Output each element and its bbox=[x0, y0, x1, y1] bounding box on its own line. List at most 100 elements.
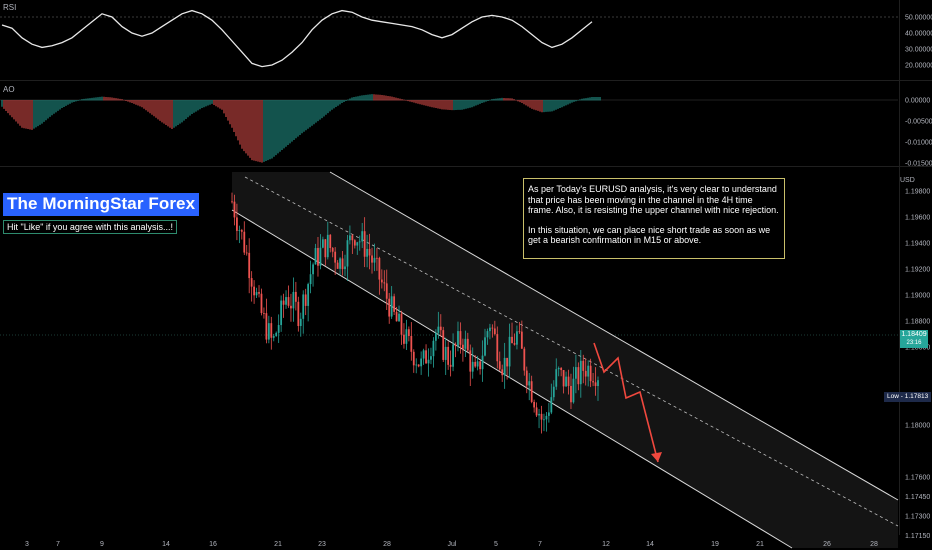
candle-body bbox=[371, 255, 373, 263]
time-tick-label: 5 bbox=[494, 541, 498, 548]
candle-body bbox=[405, 329, 408, 344]
projection-arrowhead bbox=[651, 452, 662, 462]
candle-body bbox=[545, 415, 548, 420]
candle-body bbox=[425, 350, 427, 364]
candle-body bbox=[366, 248, 369, 257]
candle-body bbox=[302, 294, 305, 319]
candle-body bbox=[277, 325, 280, 333]
candle-body bbox=[363, 231, 366, 257]
candle-body bbox=[597, 380, 599, 387]
analysis-note: As per Today's EURUSD analysis, it's ver… bbox=[523, 178, 785, 259]
rsi-tick-label: 30.00000 bbox=[905, 47, 932, 54]
candle-body bbox=[582, 360, 585, 371]
candle-body bbox=[282, 300, 285, 305]
candle-body bbox=[491, 327, 494, 329]
candle-body bbox=[447, 346, 450, 365]
candle-body bbox=[555, 369, 558, 387]
rsi-axis: 50.00000 40.00000 30.00000 20.00000 bbox=[905, 15, 932, 70]
candle-body bbox=[420, 358, 423, 367]
candle-body bbox=[238, 230, 241, 231]
candle-body bbox=[513, 343, 516, 345]
candle-body bbox=[272, 336, 275, 338]
candle-body bbox=[275, 332, 278, 337]
candle-body bbox=[516, 331, 518, 345]
candle-body bbox=[385, 283, 388, 299]
candle-body bbox=[565, 376, 567, 387]
candle-body bbox=[287, 297, 290, 306]
time-tick-label: 19 bbox=[711, 541, 719, 548]
candle-body bbox=[339, 258, 341, 269]
candle-body bbox=[589, 365, 592, 382]
current-price-tag[interactable]: 1.18409 23:16 bbox=[900, 330, 928, 348]
ao-tick-label: 0.00000 bbox=[905, 98, 930, 105]
candle-body bbox=[373, 257, 376, 263]
candle-body bbox=[444, 346, 447, 360]
currency-label: USD bbox=[900, 177, 915, 184]
candle-body bbox=[525, 370, 528, 386]
ao-tick-label: -0.01000 bbox=[905, 140, 932, 147]
candle-body bbox=[540, 413, 543, 420]
candle-body bbox=[243, 231, 246, 253]
candle-body bbox=[592, 381, 594, 383]
price-tick-label: 1.18800 bbox=[905, 319, 930, 326]
candle-body bbox=[280, 300, 283, 326]
price-tick-label: 1.19800 bbox=[905, 189, 930, 196]
candle-body bbox=[535, 407, 538, 416]
candle-body bbox=[250, 278, 253, 287]
candle-body bbox=[560, 368, 563, 371]
candle-body bbox=[479, 361, 481, 370]
rsi-tick-label: 50.00000 bbox=[905, 15, 932, 22]
candle-body bbox=[572, 378, 575, 403]
time-tick-label: 12 bbox=[602, 541, 610, 548]
time-tick-label: 21 bbox=[756, 541, 764, 548]
candle-body bbox=[319, 247, 322, 266]
candle-body bbox=[231, 201, 233, 203]
candle-body bbox=[543, 419, 545, 421]
candle-body bbox=[267, 323, 270, 340]
candle-body bbox=[324, 239, 327, 258]
candle-body bbox=[484, 337, 486, 356]
channel-fill bbox=[232, 172, 898, 548]
rsi-tick-label: 40.00000 bbox=[905, 31, 932, 38]
price-tick-label: 1.18600 bbox=[905, 345, 930, 352]
price-tick-label: 1.17300 bbox=[905, 514, 930, 521]
price-tick-label: 1.19000 bbox=[905, 293, 930, 300]
channel-upper-line bbox=[329, 171, 899, 501]
candle-body bbox=[314, 248, 317, 265]
candle-body bbox=[511, 336, 513, 344]
candle-body bbox=[248, 252, 251, 279]
rsi-tick-label: 20.00000 bbox=[905, 63, 932, 70]
price-tick-label: 1.17600 bbox=[905, 475, 930, 482]
candle-body bbox=[530, 381, 533, 402]
price-tick-label: 1.19400 bbox=[905, 241, 930, 248]
price-tick-label: 1.17450 bbox=[905, 494, 930, 501]
candles-group bbox=[231, 192, 599, 434]
candle-body bbox=[415, 364, 418, 366]
candle-body bbox=[523, 348, 526, 371]
candle-body bbox=[255, 292, 258, 296]
low-tag-value: 1.17813 bbox=[904, 393, 929, 400]
candle-body bbox=[457, 331, 459, 347]
candle-body bbox=[503, 357, 506, 376]
price-tick-label: 1.18000 bbox=[905, 423, 930, 430]
candle-body bbox=[334, 251, 337, 263]
candle-body bbox=[240, 230, 243, 232]
rsi-line-group bbox=[1, 9, 593, 68]
price-tick-label: 1.19200 bbox=[905, 267, 930, 274]
candle-body bbox=[336, 262, 339, 269]
rsi-line bbox=[1, 9, 593, 68]
candle-body bbox=[307, 284, 310, 306]
channel-lower-line bbox=[231, 209, 793, 549]
time-tick-label: 16 bbox=[209, 541, 217, 548]
time-axis: 3 7 9 14 16 21 23 28 Jul 5 7 12 14 19 21 26 28 bbox=[25, 541, 878, 548]
candle-body bbox=[341, 258, 344, 270]
candle-body bbox=[474, 361, 477, 367]
candle-body bbox=[233, 201, 236, 218]
candle-body bbox=[294, 291, 297, 302]
candle-body bbox=[321, 239, 324, 248]
time-tick-label: 7 bbox=[538, 541, 542, 548]
candle-body bbox=[476, 361, 479, 367]
candle-body bbox=[344, 266, 346, 270]
candle-body bbox=[245, 252, 248, 254]
time-tick-label: 23 bbox=[318, 541, 326, 548]
